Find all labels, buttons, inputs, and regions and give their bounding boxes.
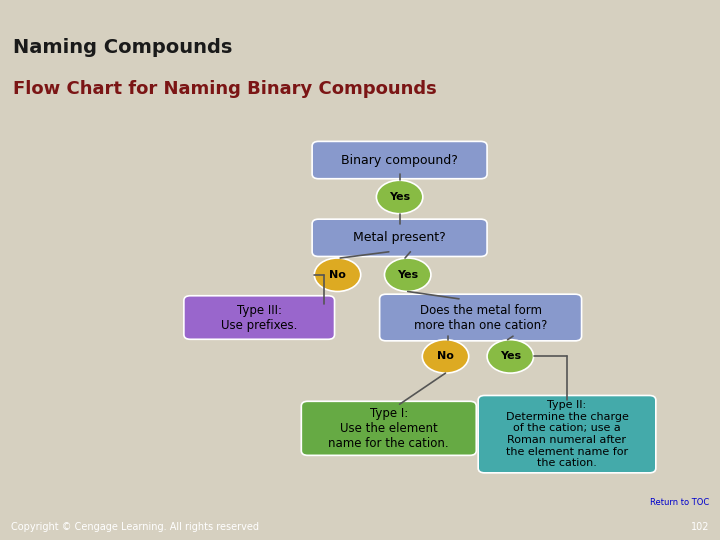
Text: Metal present?: Metal present?	[354, 231, 446, 244]
Text: Type II:
Determine the charge
of the cation; use a
Roman numeral after
the eleme: Type II: Determine the charge of the cat…	[505, 400, 629, 468]
Text: No: No	[329, 270, 346, 280]
Text: Type III:
Use prefixes.: Type III: Use prefixes.	[221, 303, 297, 332]
Text: Yes: Yes	[389, 192, 410, 202]
Text: No: No	[437, 352, 454, 361]
Circle shape	[422, 340, 469, 373]
Text: Does the metal form
more than one cation?: Does the metal form more than one cation…	[414, 303, 547, 332]
Text: 102: 102	[690, 522, 709, 532]
FancyBboxPatch shape	[301, 401, 476, 455]
FancyBboxPatch shape	[312, 219, 487, 256]
Text: Yes: Yes	[500, 352, 521, 361]
FancyBboxPatch shape	[184, 296, 335, 339]
Text: Copyright © Cengage Learning. All rights reserved: Copyright © Cengage Learning. All rights…	[11, 522, 258, 532]
FancyBboxPatch shape	[379, 294, 582, 341]
Circle shape	[384, 258, 431, 292]
FancyBboxPatch shape	[478, 395, 656, 473]
Text: Naming Compounds: Naming Compounds	[13, 38, 233, 57]
FancyBboxPatch shape	[312, 141, 487, 179]
Circle shape	[377, 180, 423, 214]
Text: Yes: Yes	[397, 270, 418, 280]
Circle shape	[314, 258, 361, 292]
Circle shape	[487, 340, 534, 373]
Text: Flow Chart for Naming Binary Compounds: Flow Chart for Naming Binary Compounds	[13, 80, 437, 98]
Text: Return to TOC: Return to TOC	[650, 498, 709, 507]
Text: Type I:
Use the element
name for the cation.: Type I: Use the element name for the cat…	[328, 407, 449, 450]
Text: Binary compound?: Binary compound?	[341, 153, 458, 166]
